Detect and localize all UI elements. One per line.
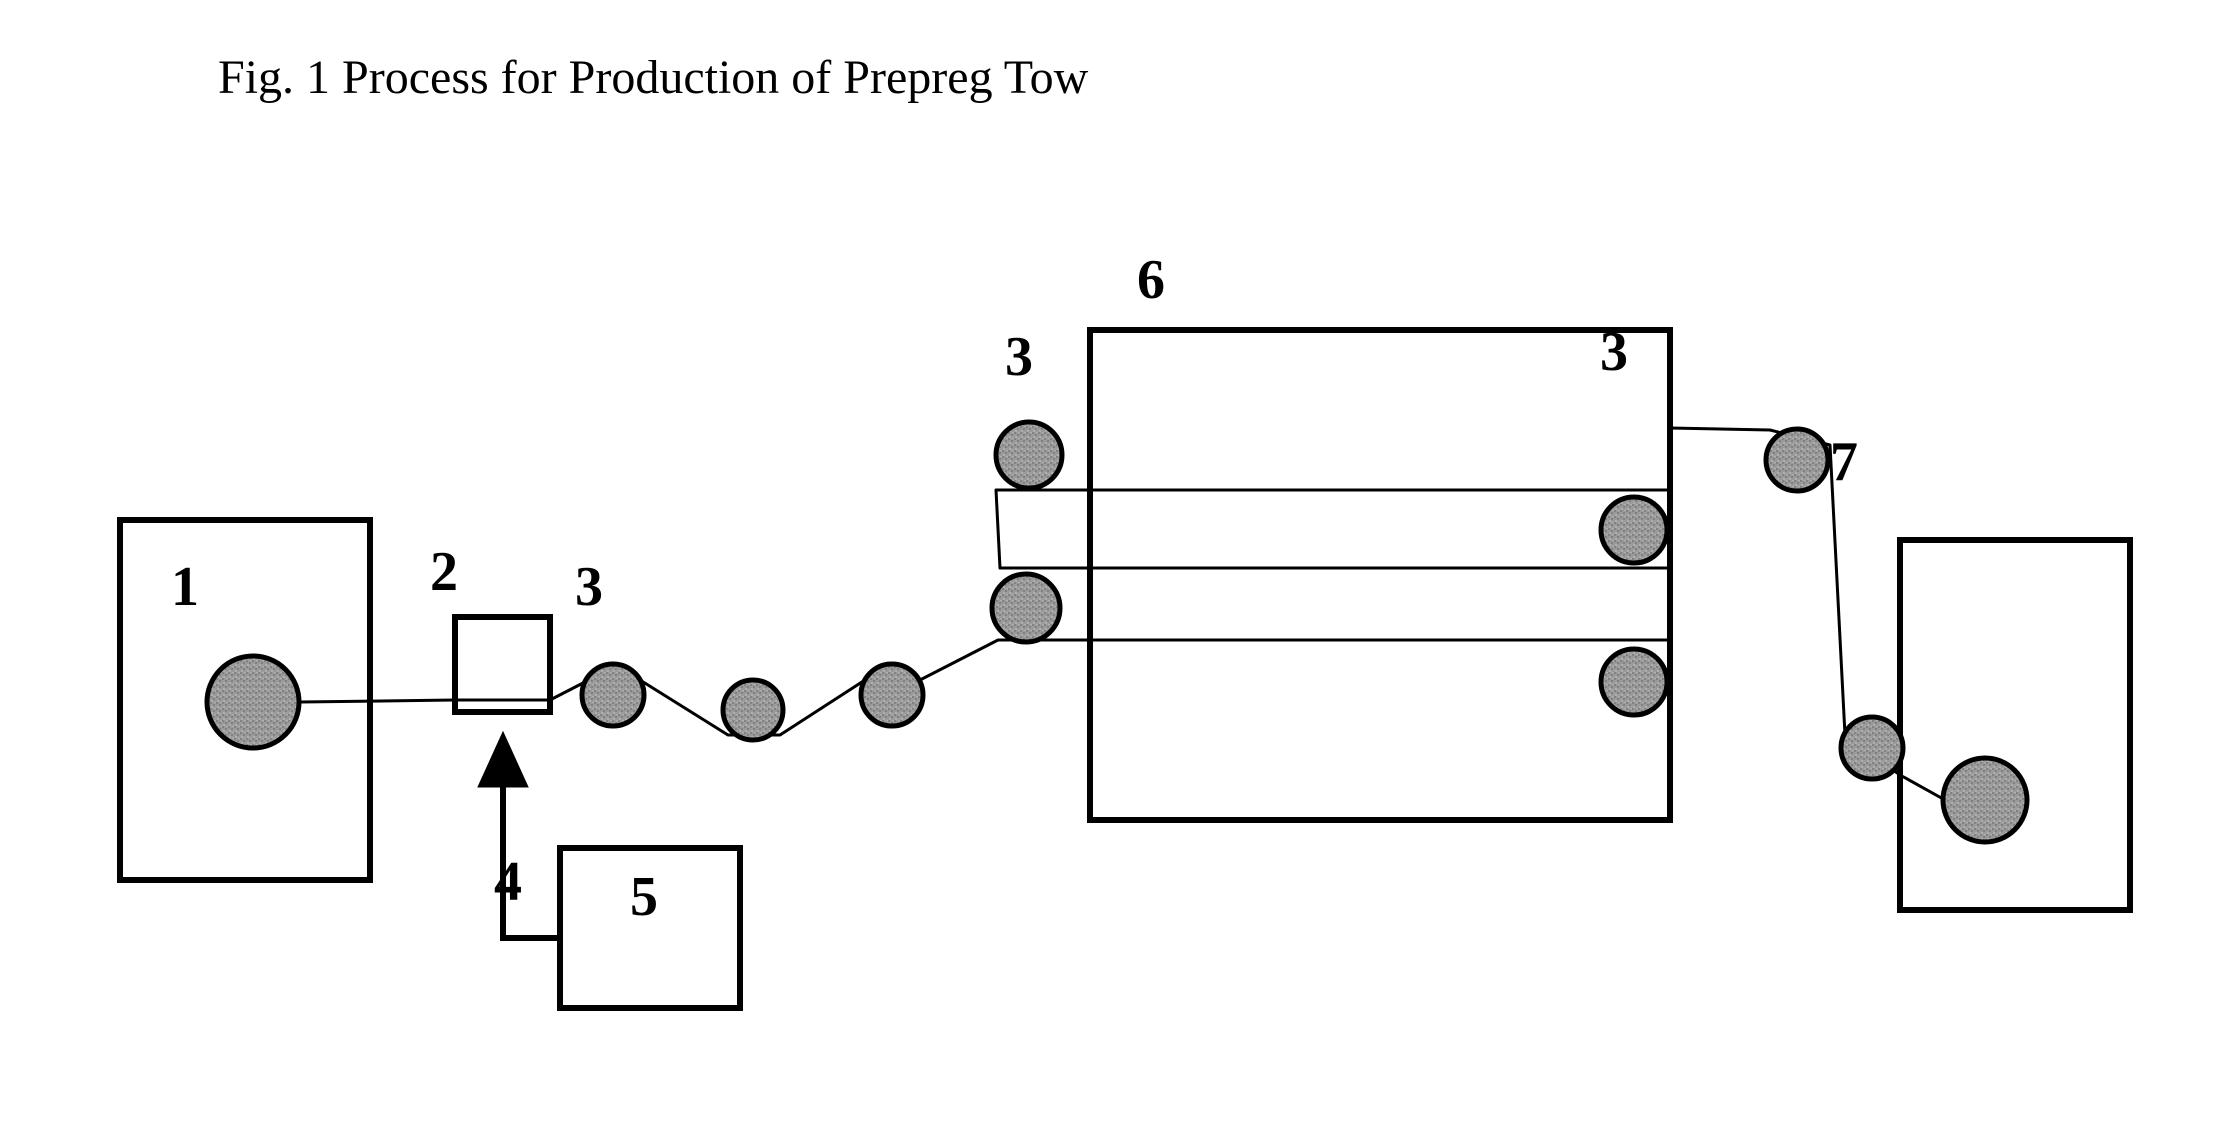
label-6: 6 — [1137, 248, 1165, 312]
roller-3d — [1766, 429, 1828, 491]
roller-3b — [723, 680, 783, 740]
roller-3a — [582, 664, 644, 726]
diagram-svg — [0, 0, 2233, 1140]
roller-3c — [861, 664, 923, 726]
roller-7 — [1943, 758, 2027, 842]
label-3a: 3 — [575, 555, 603, 619]
box-2 — [455, 617, 550, 712]
label-4: 4 — [494, 850, 522, 914]
box-7 — [1900, 540, 2130, 910]
roller-6-r2 — [1601, 649, 1667, 715]
roller-1 — [207, 656, 299, 748]
diagram-canvas: Fig. 1 Process for Production of Prepreg… — [0, 0, 2233, 1140]
label-3b: 3 — [1005, 325, 1033, 389]
label-7: 7 — [1830, 430, 1858, 494]
roller-6-l1 — [996, 422, 1062, 488]
box-6 — [1090, 330, 1670, 820]
label-3c: 3 — [1600, 320, 1628, 384]
label-1: 1 — [171, 555, 199, 619]
roller-3e — [1841, 717, 1903, 779]
roller-6-r1 — [1601, 497, 1667, 563]
label-2: 2 — [430, 540, 458, 604]
roller-6-l2 — [992, 574, 1060, 642]
label-5: 5 — [630, 865, 658, 929]
arrow-4-head — [478, 732, 528, 787]
